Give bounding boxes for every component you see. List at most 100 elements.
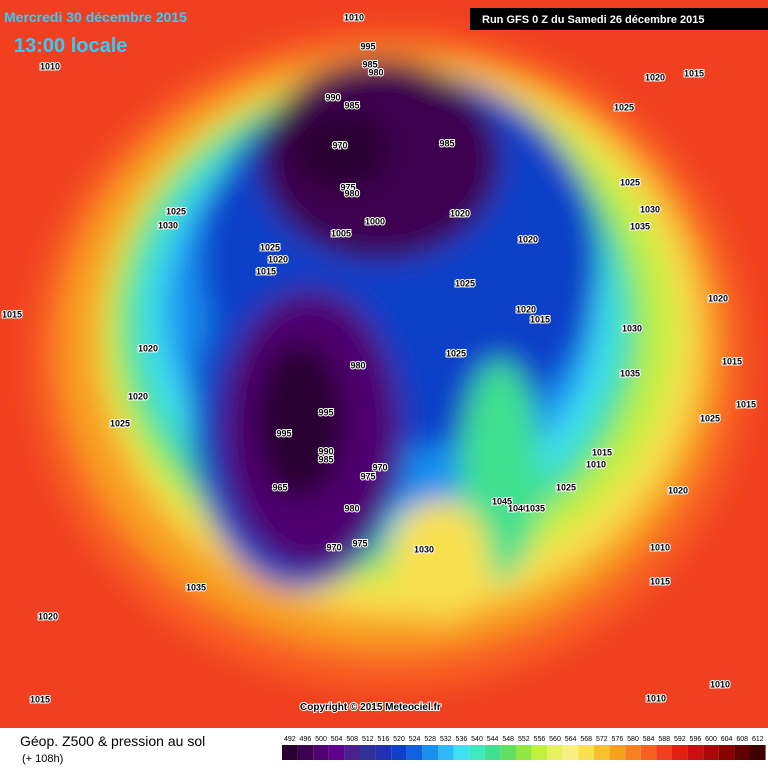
- isobar-label: 1010: [40, 61, 60, 71]
- isobar-label: 985: [362, 59, 377, 69]
- isobar-label: 1020: [268, 254, 288, 264]
- isobar-label: 1025: [556, 482, 576, 492]
- legend-swatch: [656, 745, 672, 760]
- isobar-label: 1020: [138, 343, 158, 353]
- isobar-label: 1035: [620, 368, 640, 378]
- isobar-label: 990: [325, 92, 340, 102]
- run-box: [470, 8, 768, 30]
- isobar-label: 1035: [525, 503, 545, 513]
- legend-swatch: [609, 745, 626, 760]
- time: 13:00 locale: [14, 35, 127, 57]
- isobar-label: 980: [350, 360, 365, 370]
- isobar-label: 1030: [414, 544, 434, 554]
- isobar-label: 975: [340, 182, 355, 192]
- legend-swatch: [734, 745, 750, 760]
- legend-swatch: [422, 745, 438, 760]
- legend-title: Géop. Z500 & pression au sol: [20, 733, 205, 749]
- isobar-label: 980: [344, 188, 359, 198]
- isobar-label: 1025: [260, 242, 280, 252]
- legend-swatch: [406, 745, 423, 760]
- legend-swatch: [328, 745, 345, 760]
- isobar-label: 975: [352, 538, 367, 548]
- isobar-label: 1020: [450, 208, 470, 218]
- legend-swatch: [672, 745, 688, 760]
- isobar-label: 1015: [30, 694, 50, 704]
- legend-swatch: [344, 745, 360, 760]
- legend-tick: 564: [565, 736, 577, 743]
- legend-swatch: [687, 745, 704, 760]
- isobar-label: 1045: [492, 496, 512, 506]
- legend-swatch: [484, 745, 501, 760]
- legend-tick: 508: [346, 736, 358, 743]
- isobar-label: 1010: [646, 693, 666, 703]
- legend-tick: 528: [424, 736, 436, 743]
- isobar-label: 995: [360, 41, 375, 51]
- legend-tick: 588: [658, 736, 670, 743]
- legend-tick: 544: [487, 736, 499, 743]
- isobar-label: 985: [439, 138, 454, 148]
- legend-tick: 540: [471, 736, 483, 743]
- isobar-label: 985: [344, 100, 359, 110]
- legend-swatch: [500, 745, 516, 760]
- isobar-label: 1015: [684, 68, 704, 78]
- isobar-label: 1020: [708, 293, 728, 303]
- isobar-label: 965: [272, 482, 287, 492]
- legend-tick: 560: [549, 736, 561, 743]
- isobar-label: 1025: [446, 348, 466, 358]
- isobar-label: 1015: [2, 309, 22, 319]
- date: Mercredi 30 décembre 2015: [4, 9, 187, 25]
- isobar-label: 1010: [586, 459, 606, 469]
- legend-swatch: [578, 745, 594, 760]
- isobar-label: 995: [318, 407, 333, 417]
- legend-swatch: [547, 745, 563, 760]
- legend-tick: 584: [643, 736, 655, 743]
- isobar-label: 1025: [620, 177, 640, 187]
- legend-tick: 568: [580, 736, 592, 743]
- legend-tick: 552: [518, 736, 530, 743]
- isobar-label: 1025: [700, 413, 720, 423]
- legend-tick: 532: [440, 736, 452, 743]
- isobar-label: 975: [360, 471, 375, 481]
- legend-tick: 500: [315, 736, 327, 743]
- legend-swatch: [438, 745, 454, 760]
- isobar-label: 1040: [508, 503, 528, 513]
- isobar-label: 1025: [455, 278, 475, 288]
- legend-swatch: [282, 745, 298, 760]
- isobar-label: 1035: [630, 221, 650, 231]
- isobar-label: 1025: [110, 418, 130, 428]
- legend-tick: 596: [690, 736, 702, 743]
- isobar-label: 1015: [592, 447, 612, 457]
- legend-swatch: [375, 745, 392, 760]
- legend-tick: 600: [705, 736, 717, 743]
- isobar-label: 1010: [650, 542, 670, 552]
- legend-tick: 496: [300, 736, 312, 743]
- isobar-label: 970: [372, 462, 387, 472]
- isobar-label: 1015: [650, 576, 670, 586]
- isobar-label: 1000: [365, 216, 385, 226]
- legend-swatch: [594, 745, 610, 760]
- legend-lead: (+ 108h): [22, 753, 63, 765]
- legend-swatch: [516, 745, 532, 760]
- run-info: Run GFS 0 Z du Samedi 26 décembre 2015: [482, 14, 705, 26]
- isobar-label: 1020: [668, 485, 688, 495]
- legend-swatch: [625, 745, 641, 760]
- legend-tick: 608: [736, 736, 748, 743]
- isobar-label: 1030: [640, 204, 660, 214]
- isobar-label: 1030: [622, 323, 642, 333]
- legend-swatch: [562, 745, 579, 760]
- legend-swatch: [469, 745, 485, 760]
- isobar-label: 990: [318, 446, 333, 456]
- isobar-label: 1015: [256, 266, 276, 276]
- isobar-label: 1020: [645, 72, 665, 82]
- copyright: Copyright © 2015 Meteociel.fr: [300, 702, 441, 713]
- isobar-label: 1020: [518, 234, 538, 244]
- legend-swatch: [391, 745, 407, 760]
- legend-swatch: [453, 745, 470, 760]
- legend-swatch: [718, 745, 735, 760]
- isobar-label: 1030: [158, 220, 178, 230]
- isobar-label: 1015: [530, 314, 550, 324]
- legend-tick: 592: [674, 736, 686, 743]
- isobar-label: 1010: [710, 679, 730, 689]
